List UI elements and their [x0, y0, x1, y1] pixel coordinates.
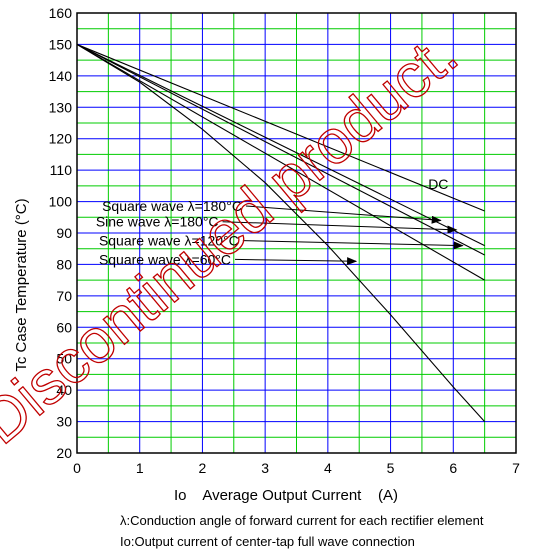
series-label: Square wave λ=120°C: [99, 233, 239, 249]
y-tick-labels: 20 30 40 50 60 70 80 90 100 110 120 130 140 150 160: [49, 5, 73, 461]
minor-gridlines: [77, 13, 516, 453]
series-line: [76, 43, 485, 247]
x-tick-label: 6: [449, 460, 457, 476]
y-tick-label: 30: [56, 414, 72, 430]
io-note: Io:Output current of center-tap full wav…: [120, 534, 415, 549]
y-tick-label: 60: [56, 319, 72, 335]
lambda-note: λ:Conduction angle of forward current fo…: [120, 513, 484, 528]
y-tick-label: 150: [49, 36, 73, 52]
y-tick-label: 70: [56, 288, 72, 304]
label-arrow: [235, 257, 358, 266]
y-tick-label: 80: [56, 256, 72, 272]
series-line: [76, 43, 485, 281]
series-label: Square wave λ=180°C: [102, 198, 242, 214]
x-tick-label: 7: [512, 460, 520, 476]
series-line: [76, 43, 485, 212]
y-axis-label: Tc Case Temperature (°C): [13, 198, 30, 371]
x-tick-label: 5: [387, 460, 395, 476]
plot-frame: [76, 12, 517, 454]
y-tick-label: 140: [49, 68, 73, 84]
series-label: Sine wave λ=180°C: [96, 214, 219, 230]
series-label: Square wave λ=60°C: [99, 251, 231, 267]
y-tick-label: 130: [49, 99, 73, 115]
x-tick-label: 4: [324, 460, 332, 476]
y-tick-label: 90: [56, 225, 72, 241]
x-tick-label: 1: [136, 460, 144, 476]
x-axis-label: Io Average Output Current (A): [174, 487, 398, 504]
x-tick-label: 2: [199, 460, 207, 476]
y-tick-label: 20: [56, 445, 72, 461]
y-tick-label: 100: [49, 194, 73, 210]
y-tick-label: 40: [56, 382, 72, 398]
major-gridlines: [77, 13, 516, 453]
label-arrows: [222, 205, 464, 266]
label-arrow: [222, 221, 458, 234]
label-arrow: [242, 240, 464, 250]
series-label: DC: [428, 176, 448, 192]
label-arrow: [245, 205, 442, 224]
y-tick-label: 120: [49, 131, 73, 147]
y-tick-label: 160: [49, 5, 73, 21]
series-line: [76, 43, 485, 256]
series-lines: [76, 43, 486, 422]
x-tick-label: 0: [73, 460, 81, 476]
x-tick-labels: 0 1 2 3 4 5 6 7: [73, 460, 520, 476]
y-tick-label: 110: [50, 162, 73, 178]
x-tick-label: 3: [261, 460, 269, 476]
series-line: [76, 43, 486, 422]
y-tick-label: 50: [56, 351, 72, 367]
